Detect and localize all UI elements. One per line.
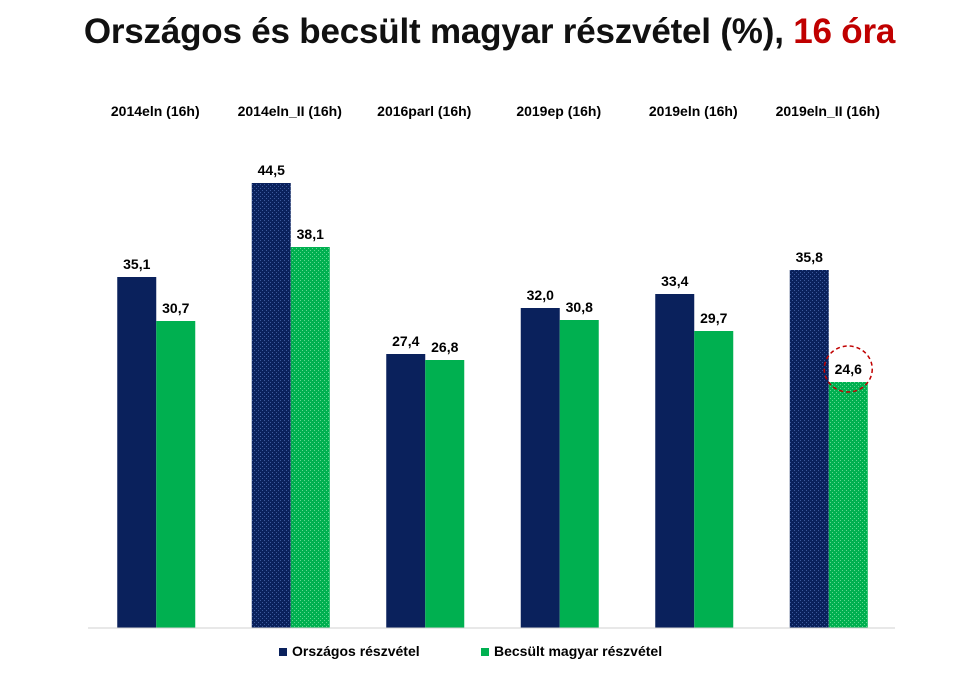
bar-national [789,270,829,628]
bar-hungarian [559,320,599,628]
bar-national [117,277,157,628]
data-labels: 35,1 30,7 44,5 38,1 27,4 26,8 32,0 30,8 33,4 29,7… [123,162,873,393]
bar-hungarian [290,247,330,628]
data-label: 27,4 [392,333,419,349]
category-label: 2019eln_II (16h) [776,103,880,119]
title-main: Országos és becsült magyar részvétel (%)… [83,12,794,51]
category-label: 2014eln (16h) [111,103,200,119]
category-label: 2019eln (16h) [649,103,738,119]
legend: Országos részvétel Becsült magyar részvét… [279,643,662,659]
highlight-circle [823,345,873,393]
data-label: 35,1 [123,256,150,272]
data-label: 44,5 [258,162,285,178]
bar-hungarian [694,331,734,628]
bar-hungarian [828,382,868,628]
data-label: 33,4 [661,273,688,289]
legend-label-hungarian: Becsült magyar részvétel [494,643,662,659]
legend-swatch-hungarian [481,648,489,656]
legend-label-national: Országos részvétel [292,643,420,659]
category-label: 2019ep (16h) [516,103,601,119]
bar-hungarian [425,360,465,628]
data-label: 29,7 [700,310,727,326]
bar-hungarian [156,321,196,628]
legend-swatch-national [279,648,287,656]
data-label: 32,0 [527,287,554,303]
bar-national [386,354,426,628]
bar-national [251,183,291,628]
data-label: 30,8 [566,299,593,315]
category-labels: 2014eln (16h) 2014eln_II (16h) 2016parl (1… [111,103,880,119]
category-label: 2016parl (16h) [377,103,471,119]
title-highlight: 16 óra [793,12,896,51]
data-label: 35,8 [796,249,823,265]
bars [117,183,868,628]
data-label: 24,6 [835,361,862,377]
chart-title: Országos és becsült magyar részvétel (%)… [0,12,979,52]
bar-national [520,308,560,628]
data-label: 30,7 [162,300,189,316]
bar-national [655,294,695,628]
data-label: 26,8 [431,339,458,355]
category-label: 2014eln_II (16h) [238,103,342,119]
data-label: 38,1 [297,226,324,242]
